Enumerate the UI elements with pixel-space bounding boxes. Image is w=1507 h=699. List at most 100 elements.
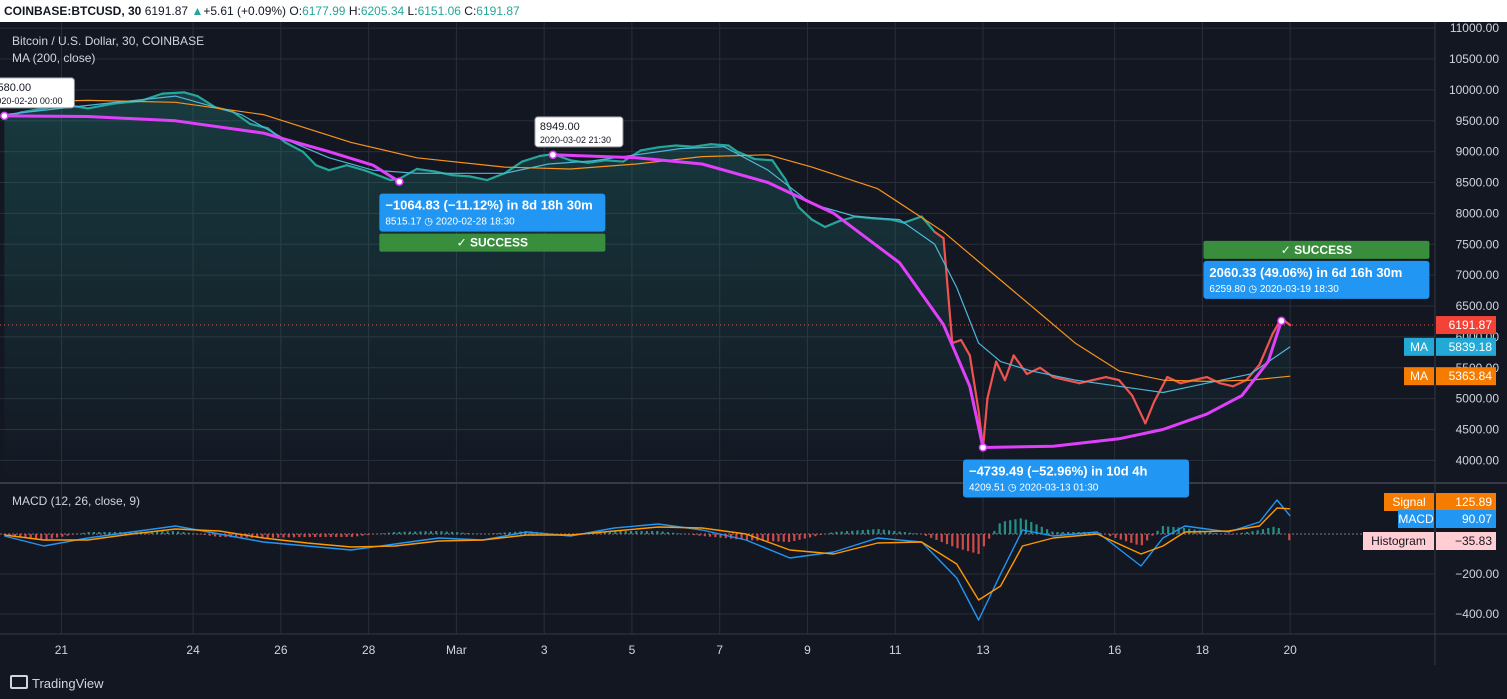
callout-box	[962, 459, 1189, 498]
macd-legend[interactable]: MACD (12, 26, close, 9)	[12, 494, 141, 508]
time-tick-label: 18	[1196, 643, 1210, 657]
time-tick-label: 28	[362, 643, 376, 657]
price-tick-label: 5000.00	[1456, 392, 1500, 406]
price-segment	[1131, 394, 1147, 425]
measure-callout: 2060.33 (49.06%) in 6d 16h 30m 6259.80 ◷ …	[1203, 240, 1430, 299]
point-label-group: 9580.00 2020-02-20 00:00	[0, 77, 75, 109]
high-value: 6205.34	[360, 4, 405, 18]
tradingview-icon	[10, 675, 28, 689]
price-segment	[415, 167, 436, 173]
brand-label: TradingView	[32, 676, 104, 691]
price-segment	[398, 167, 418, 180]
macd-tag-value: 90.07	[1462, 512, 1492, 526]
open-value: 6177.99	[302, 4, 346, 18]
success-badge	[1203, 240, 1430, 259]
price-segment	[986, 360, 998, 400]
price-segment	[86, 102, 116, 110]
price-segment	[933, 230, 945, 240]
price-segment	[889, 218, 906, 224]
price-change: +5.61 (+0.09%)	[203, 4, 287, 18]
price-tick-label: 8000.00	[1456, 206, 1500, 220]
time-tick-label: 24	[186, 643, 200, 657]
symbol-name[interactable]: COINBASE:BTCUSD, 30	[4, 4, 142, 18]
macd-tag-label: Signal	[1392, 495, 1425, 509]
price-segment	[586, 159, 607, 164]
point-label-time: 2020-03-02 21:30	[540, 135, 611, 145]
price-tag: 6191.87	[1436, 316, 1496, 335]
price-segment	[20, 107, 45, 114]
callout-sub: 8515.17 ◷ 2020-02-28 18:30	[385, 217, 515, 228]
price-segment	[674, 144, 695, 148]
time-tick-label: 5	[629, 643, 636, 657]
price-tick-label: 7500.00	[1456, 237, 1500, 251]
macd-line	[4, 499, 1291, 621]
callout-main: 2060.33 (49.06%) in 6d 16h 30m	[1209, 265, 1402, 280]
measure-callout: −1064.83 (−11.12%) in 8d 18h 30m 8515.17 …	[379, 193, 606, 252]
macd-tag-box	[1436, 532, 1496, 550]
macd-tag-label-box	[1398, 510, 1434, 528]
point-label-box	[534, 116, 624, 148]
point-label-value: 9580.00	[0, 82, 31, 94]
price-segment	[692, 143, 713, 148]
price-chart[interactable]: 9580.00 2020-02-20 00:00 8949.00 2020-03-02…	[0, 22, 1507, 665]
callout-main: −4739.49 (−52.96%) in 10d 4h	[969, 463, 1148, 478]
price-segment	[942, 237, 954, 345]
price-segment	[314, 164, 331, 172]
time-tick-label: 11	[889, 643, 902, 657]
price-tag-value: 5839.18	[1449, 340, 1493, 354]
price-segment	[231, 110, 252, 125]
macd-tag: Histogram −35.83	[1363, 532, 1496, 550]
price-tick-label: 9500.00	[1456, 114, 1500, 128]
price-segment	[968, 354, 980, 413]
price-segment	[521, 154, 541, 163]
pattern-curve	[982, 320, 1283, 449]
success-badge	[379, 233, 606, 252]
price-segment	[959, 338, 971, 357]
price-segment	[727, 144, 739, 153]
price-segment	[823, 220, 840, 229]
time-tick-label: 13	[976, 643, 990, 657]
time-tick-label: 9	[804, 643, 811, 657]
price-tag-box	[1436, 316, 1496, 335]
point-label-value: 8949.00	[540, 121, 580, 133]
price-segment	[1192, 375, 1208, 382]
price-segment	[810, 218, 827, 229]
price-tick-label: 4500.00	[1456, 423, 1500, 437]
price-segment	[753, 157, 774, 162]
footer-bar: TradingView	[0, 665, 1507, 699]
macd-tag: MACD 90.07	[1398, 510, 1496, 528]
chart-title: Bitcoin / U.S. Dollar, 30, COINBASE	[12, 34, 205, 48]
macd-tag-value: −35.83	[1455, 534, 1492, 548]
callout-main: −1064.83 (−11.12%) in 8d 18h 30m	[385, 198, 592, 213]
price-segment	[183, 91, 199, 98]
price-segment	[639, 146, 660, 152]
price-segment	[1218, 382, 1235, 388]
symbol-header: COINBASE:BTCUSD, 30 6191.87 ▲+5.61 (+0.0…	[0, 0, 1507, 22]
price-tick-label: 9000.00	[1456, 145, 1500, 159]
pattern-node	[1277, 316, 1286, 326]
price-segment	[709, 143, 730, 147]
price-tag-label-box	[1404, 367, 1434, 386]
tradingview-logo[interactable]: TradingView	[10, 675, 104, 691]
price-tick-label: 10000.00	[1449, 83, 1499, 97]
price-segment	[995, 360, 1007, 382]
time-tick-label: 7	[716, 643, 723, 657]
success-label: ✓ SUCCESS	[457, 236, 528, 250]
ma-fast-line	[4, 95, 1291, 394]
price-segment	[1153, 375, 1169, 403]
price-segment	[771, 159, 787, 181]
pattern-node	[0, 111, 9, 121]
macd-tag-value: 125.89	[1455, 495, 1492, 509]
macd-tag: Signal 125.89	[1384, 493, 1496, 511]
ma-legend[interactable]: MA (200, close)	[12, 51, 96, 65]
price-segment	[1144, 400, 1156, 425]
price-tag-box	[1436, 367, 1496, 386]
last-price: 6191.87	[144, 4, 189, 18]
macd-tag-box	[1436, 510, 1496, 528]
time-tick-label: 20	[1284, 643, 1298, 657]
price-segment	[604, 159, 625, 163]
price-tag-value: 5363.84	[1449, 369, 1493, 383]
price-segment	[1205, 375, 1222, 385]
point-label-box	[0, 77, 75, 109]
price-segment	[301, 150, 318, 167]
